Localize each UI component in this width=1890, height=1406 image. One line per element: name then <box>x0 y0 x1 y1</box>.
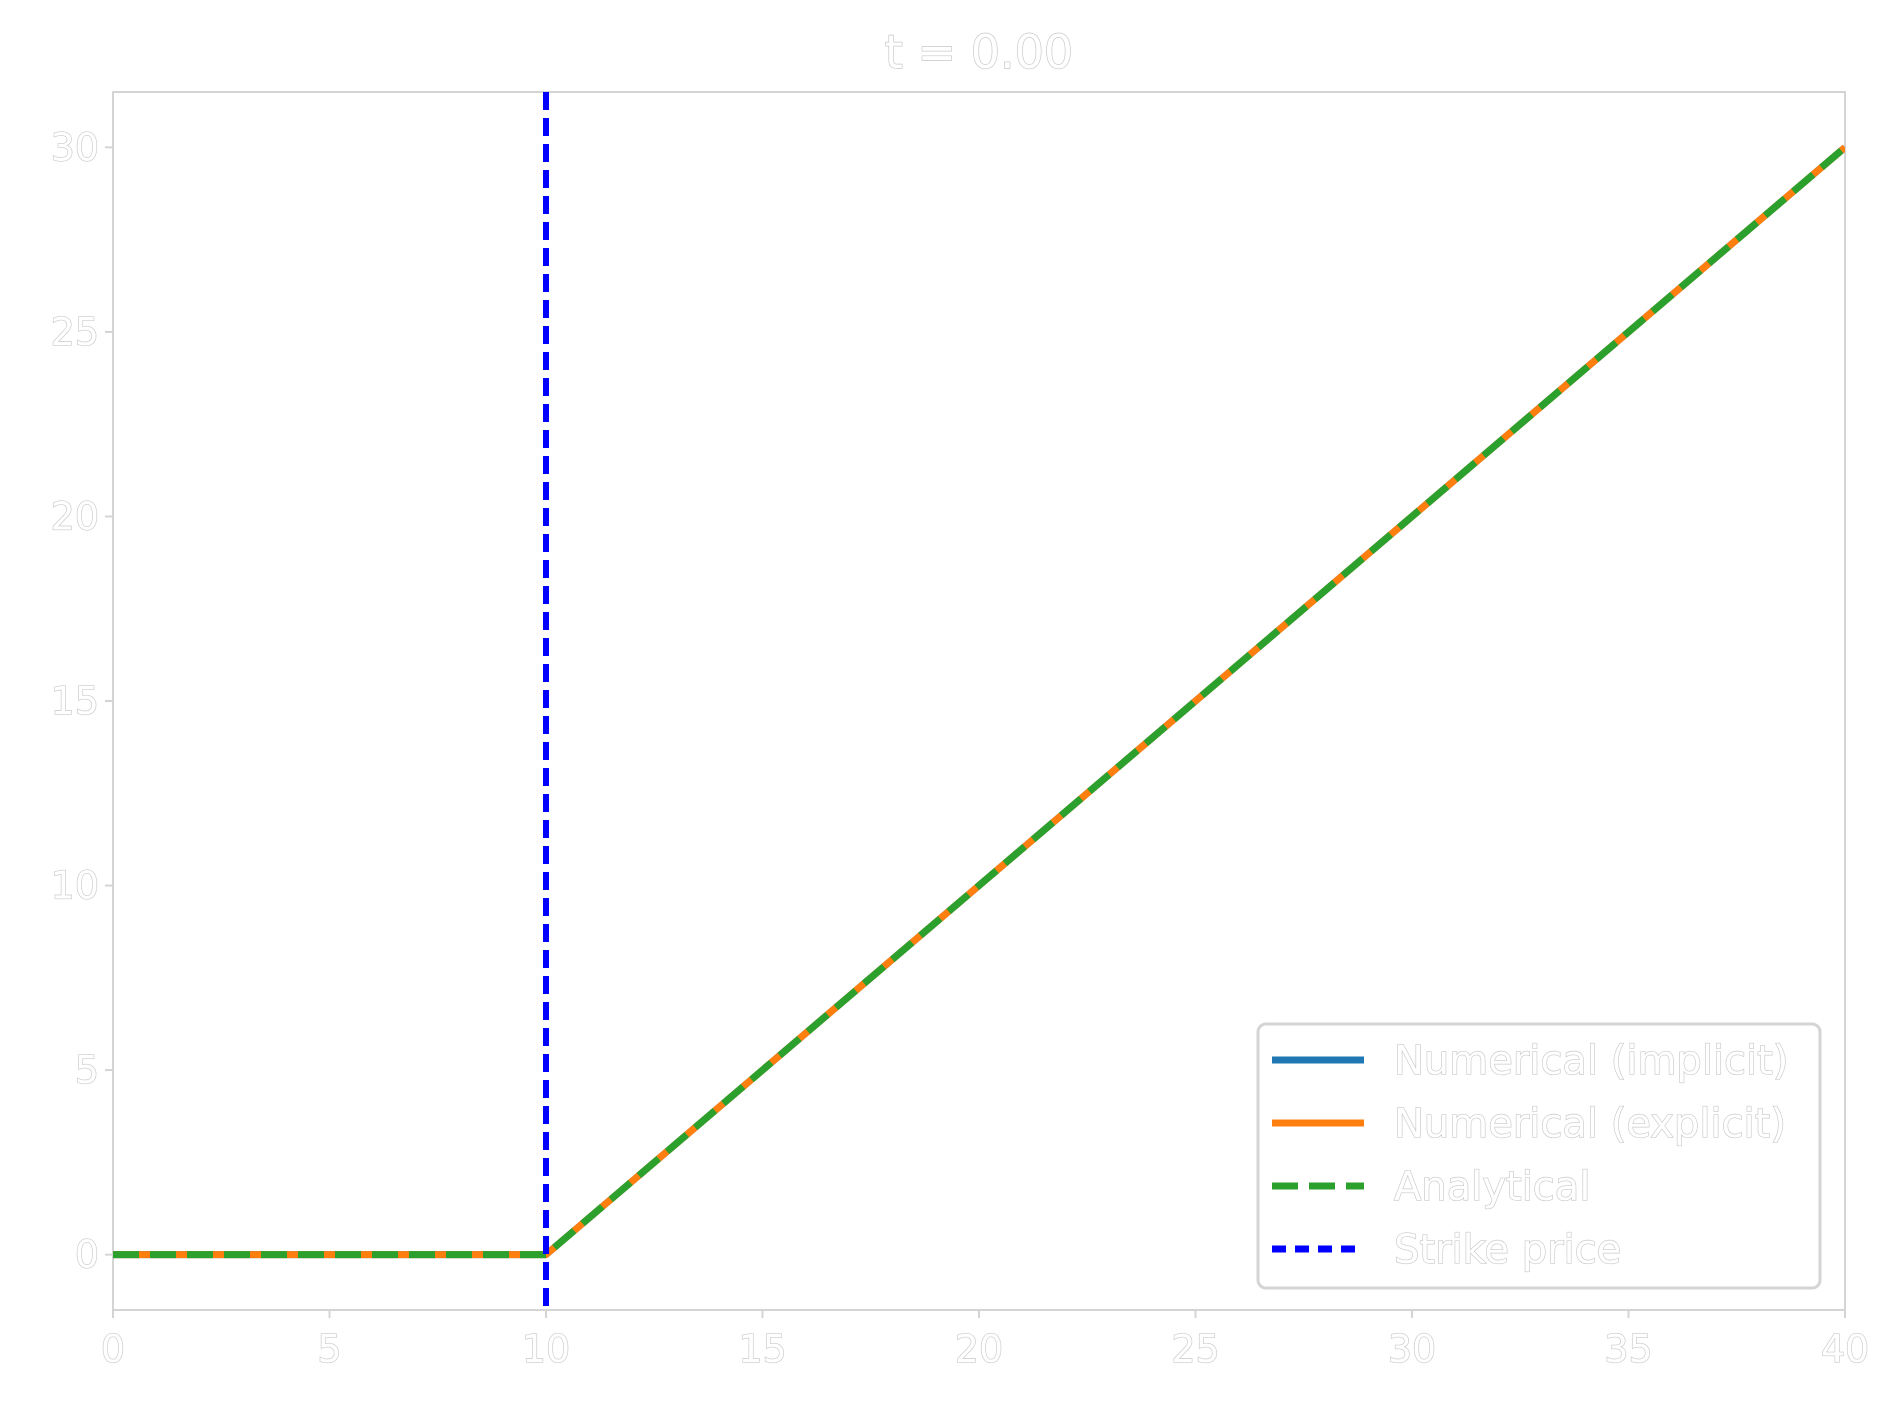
legend-label: Analytical <box>1394 1164 1590 1210</box>
y-tick-label: 25 <box>51 310 99 354</box>
x-tick-label: 0 <box>101 1327 125 1371</box>
legend-label: Strike price <box>1394 1227 1621 1273</box>
x-tick-label: 40 <box>1821 1327 1869 1371</box>
y-tick-label: 30 <box>51 125 99 169</box>
y-tick-label: 5 <box>75 1048 99 1092</box>
x-tick-label: 5 <box>317 1327 341 1371</box>
x-tick-label: 20 <box>955 1327 1003 1371</box>
series-line-analytical <box>113 144 1845 1259</box>
legend-box <box>1256 1022 1822 1290</box>
x-tick-label: 10 <box>522 1327 570 1371</box>
y-tick-label: 15 <box>51 679 99 723</box>
y-tick-label: 20 <box>51 494 99 538</box>
y-tick-label: 10 <box>51 864 99 908</box>
x-tick-label: 30 <box>1388 1327 1436 1371</box>
legend-label: Numerical (explicit) <box>1394 1101 1786 1147</box>
chart-title: t = 0.00 <box>885 25 1073 79</box>
x-tick-label: 25 <box>1171 1327 1219 1371</box>
y-tick-label: 0 <box>75 1233 99 1277</box>
x-tick-label: 15 <box>738 1327 786 1371</box>
x-tick-label: 35 <box>1604 1327 1652 1371</box>
legend-label: Numerical (implicit) <box>1394 1038 1788 1084</box>
